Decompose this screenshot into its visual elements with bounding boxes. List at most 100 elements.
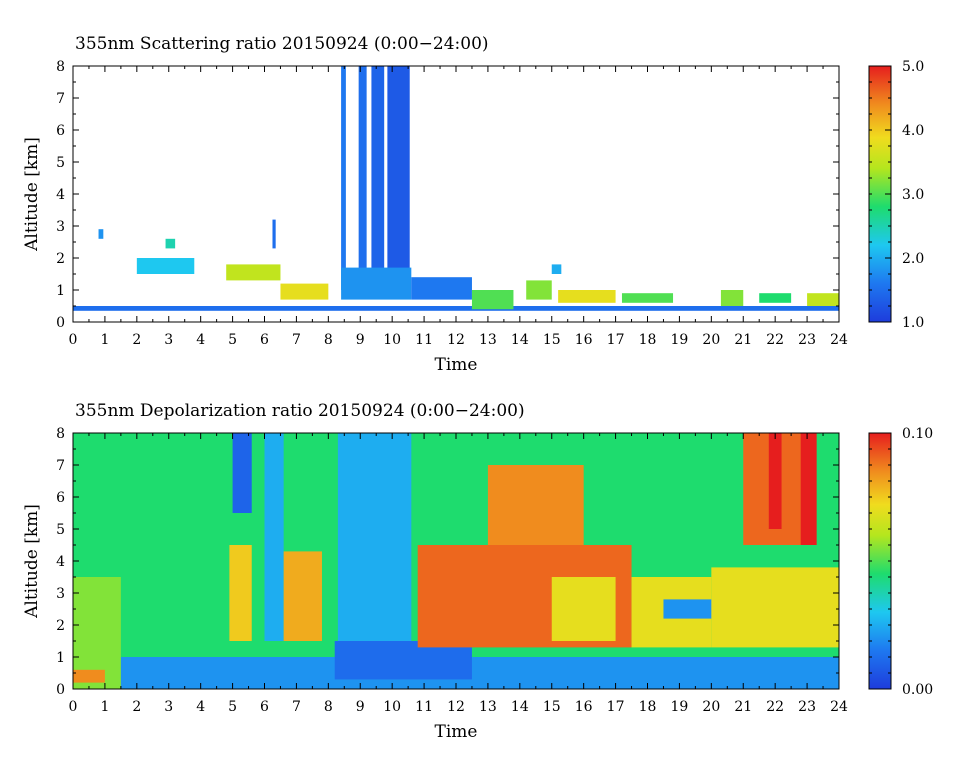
y-tick-label: 6: [56, 490, 65, 506]
y-tick-label: 1: [56, 283, 65, 299]
x-tick-label: 4: [196, 699, 205, 715]
x-tick-label: 18: [639, 332, 657, 348]
depolarization-x-label: Time: [435, 722, 478, 742]
x-tick-label: 19: [671, 332, 689, 348]
x-tick-label: 13: [479, 699, 497, 715]
x-tick-label: 12: [447, 332, 465, 348]
depolarization-heatmap: [73, 433, 839, 689]
heatmap-cell-4: [387, 66, 410, 290]
x-tick-label: 11: [415, 332, 433, 348]
scattering-x-axis: 0 1 2 3 4 5 6 7 8 9 10 11 12 13 14 15 16 17 18 19 20 21 22 23 24: [69, 66, 848, 348]
x-tick-label: 2: [132, 332, 141, 348]
x-tick-label: 0: [69, 332, 78, 348]
depolarization-title: 355nm Depolarization ratio 20150924 (0:0…: [75, 401, 525, 421]
y-tick-label: 2: [56, 618, 65, 634]
x-tick-label: 10: [383, 699, 401, 715]
heatmap-cell-2: [358, 66, 367, 290]
heatmap-cell-4: [229, 545, 252, 641]
y-tick-label: 4: [56, 554, 65, 570]
depolarization-colorbar-gradient: [868, 432, 892, 690]
x-tick-label: 14: [511, 332, 529, 348]
x-tick-label: 5: [228, 699, 237, 715]
heatmap-cell-10: [487, 465, 584, 545]
heatmap-cell-11: [165, 238, 176, 249]
y-tick-label: 8: [56, 59, 65, 75]
x-tick-label: 22: [766, 332, 784, 348]
x-tick-label: 17: [607, 699, 625, 715]
x-tick-label: 20: [702, 332, 720, 348]
x-tick-label: 24: [830, 699, 848, 715]
depolarization-y-label: Altitude [km]: [22, 504, 42, 619]
colorbar-tick-label: 0.10: [902, 426, 933, 442]
heatmap-cell-6: [411, 277, 472, 300]
scattering-heatmap: [73, 66, 839, 311]
heatmap-cell-7: [471, 290, 514, 310]
depolarization-panel: 355nm Depolarization ratio 20150924 (0:0…: [22, 401, 933, 742]
heatmap-cell-20: [807, 293, 839, 306]
scattering-colorbar-ticks: 1.0 2.0 3.0 4.0 5.0: [869, 59, 924, 331]
x-tick-label: 8: [324, 332, 333, 348]
x-tick-label: 12: [447, 699, 465, 715]
heatmap-cell-7: [337, 433, 412, 664]
x-tick-label: 1: [100, 699, 109, 715]
scattering-panel: 355nm Scattering ratio 20150924 (0:00−24…: [22, 34, 924, 375]
scattering-colorbar: 1.0 2.0 3.0 4.0 5.0: [868, 59, 924, 331]
x-tick-label: 22: [766, 699, 784, 715]
colorbar-tick-label: 3.0: [902, 187, 924, 203]
heatmap-cell-15: [558, 290, 616, 303]
y-tick-label: 0: [56, 682, 65, 698]
heatmap-cell-3: [232, 433, 252, 513]
x-tick-label: 16: [575, 332, 593, 348]
x-tick-label: 6: [260, 332, 269, 348]
colorbar-tick-label: 0.00: [902, 682, 933, 698]
y-tick-label: 2: [56, 251, 65, 267]
y-tick-label: 3: [56, 219, 65, 235]
heatmap-cell-16: [551, 264, 562, 274]
x-tick-label: 9: [356, 332, 365, 348]
scattering-title: 355nm Scattering ratio 20150924 (0:00−24…: [75, 34, 489, 54]
heatmap-cell-10: [136, 258, 195, 274]
y-tick-label: 5: [56, 155, 65, 171]
heatmap-cell-12: [98, 229, 104, 239]
colorbar-tick-label: 1.0: [902, 315, 924, 331]
x-tick-label: 16: [575, 699, 593, 715]
scattering-y-label: Altitude [km]: [22, 137, 42, 252]
heatmap-cell-0: [73, 306, 839, 311]
y-tick-label: 5: [56, 522, 65, 538]
heatmap-cell-2: [73, 669, 105, 683]
y-tick-label: 0: [56, 315, 65, 331]
y-tick-label: 7: [56, 91, 65, 107]
depolarization-x-axis: 0 1 2 3 4 5 6 7 8 9 10 11 12 13 14 15 16 17 18 19 20 21 22 23 24: [69, 433, 848, 715]
y-tick-label: 7: [56, 458, 65, 474]
heatmap-cell-1: [341, 66, 346, 290]
x-tick-label: 23: [798, 332, 816, 348]
x-tick-label: 3: [164, 332, 173, 348]
x-tick-label: 13: [479, 332, 497, 348]
heatmap-cell-9: [280, 283, 329, 300]
y-tick-label: 8: [56, 426, 65, 442]
y-tick-label: 3: [56, 586, 65, 602]
heatmap-cell-13: [272, 219, 276, 249]
x-tick-label: 19: [671, 699, 689, 715]
x-tick-label: 21: [734, 332, 752, 348]
depolarization-y-axis: 0 1 2 3 4 5 6 7 8: [56, 426, 839, 698]
x-tick-label: 3: [164, 699, 173, 715]
y-tick-label: 4: [56, 187, 65, 203]
colorbar-tick-label: 2.0: [902, 251, 924, 267]
colorbar-tick-label: 5.0: [902, 59, 924, 75]
x-tick-label: 7: [292, 332, 301, 348]
x-tick-label: 14: [511, 699, 529, 715]
y-tick-label: 1: [56, 650, 65, 666]
x-tick-label: 23: [798, 699, 816, 715]
heatmap-cell-18: [720, 290, 744, 306]
x-tick-label: 8: [324, 699, 333, 715]
heatmap-cell-3: [371, 66, 385, 290]
x-tick-label: 10: [383, 332, 401, 348]
x-tick-label: 1: [100, 332, 109, 348]
heatmap-cell-5: [264, 433, 284, 641]
x-tick-label: 18: [639, 699, 657, 715]
x-tick-label: 4: [196, 332, 205, 348]
scattering-y-axis: 0 1 2 3 4 5 6 7 8: [56, 59, 839, 331]
x-tick-label: 0: [69, 699, 78, 715]
x-tick-label: 21: [734, 699, 752, 715]
